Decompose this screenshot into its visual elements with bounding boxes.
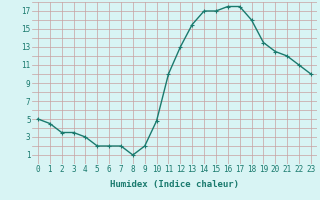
X-axis label: Humidex (Indice chaleur): Humidex (Indice chaleur) (110, 180, 239, 189)
